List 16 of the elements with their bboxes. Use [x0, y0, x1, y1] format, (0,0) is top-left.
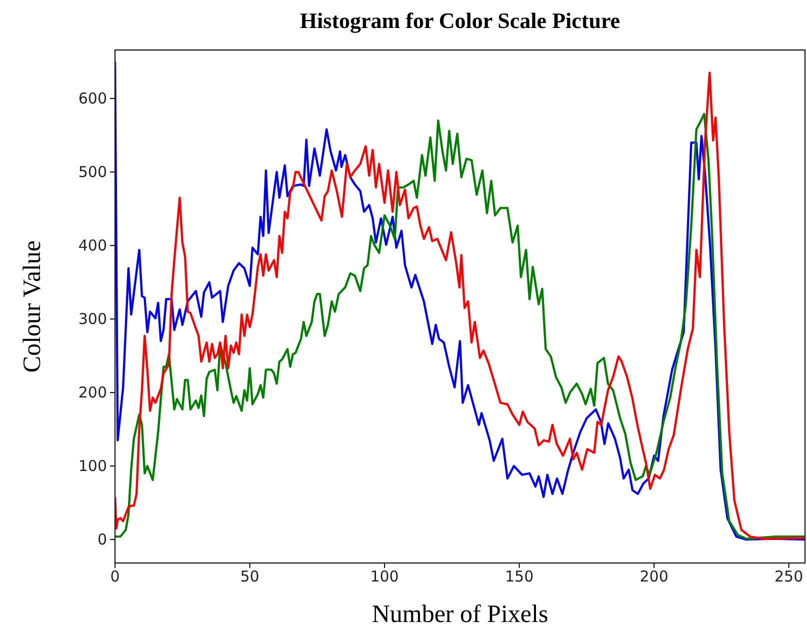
y-tick-label: 600 [78, 89, 107, 108]
y-tick-label: 400 [78, 236, 107, 254]
x-tick-label: 100 [370, 568, 399, 586]
x-tick-label: 50 [240, 568, 260, 586]
x-tick-label: 150 [504, 568, 534, 586]
x-axis-title: Number of Pixels [372, 601, 548, 628]
x-tick-label: 250 [774, 568, 804, 586]
y-tick-label: 0 [97, 530, 107, 548]
y-tick-label: 300 [78, 310, 107, 328]
y-tick-label: 200 [78, 383, 107, 402]
chart-title: Histogram for Color Scale Picture [300, 8, 620, 33]
y-tick-label: 100 [78, 456, 107, 475]
y-tick-label: 500 [78, 162, 107, 181]
x-tick-label: 200 [640, 568, 668, 586]
x-tick-label: 0 [110, 568, 120, 586]
y-axis-title: Colour Value [19, 240, 46, 373]
